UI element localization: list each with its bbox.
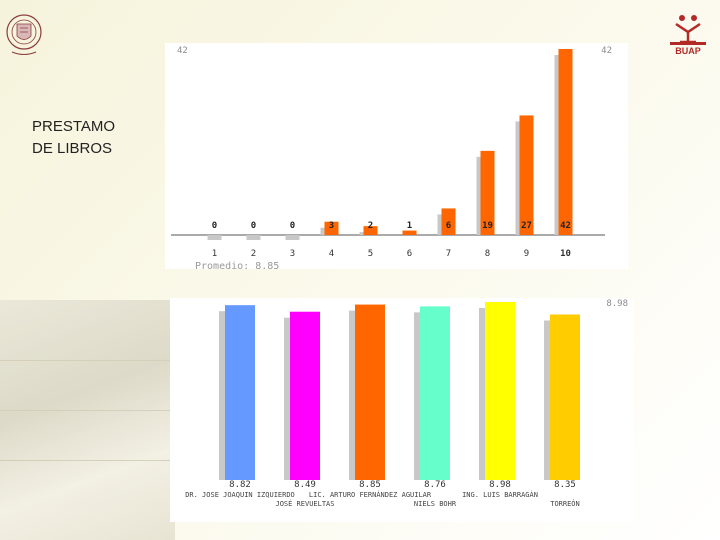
data-label: 8.49 [294,480,316,490]
bar [402,230,417,235]
data-label: 8.98 [489,480,511,490]
x-tick-label: ING. LUIS BARRAGÁN [462,490,538,499]
slide-title-line-2: DE LIBROS [32,140,113,157]
data-label: 3 [329,221,334,231]
bar [558,49,573,235]
data-label: 0 [251,221,256,231]
bar [290,311,320,480]
bar [324,221,339,235]
bar-zero [285,235,300,240]
loans-distribution-chart: 42 42 0 1 0 2 0 3 3 4 2 5 1 6 6 7 19 8 27 9 42 10 Promedio: 8.… [165,43,628,272]
bar [485,302,515,480]
data-label: 2 [368,221,373,231]
x-tick-label: 6 [407,249,412,259]
x-tick-label: DR. JOSE JOAQUIN IZQUIERDO [185,491,295,499]
bar [441,208,456,235]
average-label: Promedio: 8.85 [195,261,279,269]
y-max-label-right: 42 [601,46,612,56]
x-tick-label: 2 [251,249,256,259]
x-tick-label: TORREÓN [550,499,580,508]
y-max-label: 8.98 [606,299,628,309]
x-tick-label: 10 [560,249,571,259]
x-tick-label: JOSÉ REVUELTAS [275,499,334,508]
x-tick-label: 8 [485,249,490,259]
bar [420,306,450,480]
x-tick-label: 1 [212,249,217,259]
university-seal-logo [6,14,42,55]
data-label: 8.82 [229,480,251,490]
bar [355,304,385,480]
logo-text: BUAP [675,46,701,56]
x-tick-label: 3 [290,249,295,259]
x-tick-label: LIC. ARTURO FERNÁNDEZ AGUILAR [309,490,432,499]
bar [519,115,534,235]
x-tick-label: NIELS BOHR [414,500,457,508]
data-label: 1 [407,221,412,231]
x-tick-label: 4 [329,249,334,259]
data-label: 6 [446,221,451,231]
bar [480,150,495,235]
bar [225,305,255,480]
data-label: 0 [290,221,295,231]
y-max-label-left: 42 [177,46,188,56]
x-tick-label: 7 [446,249,451,259]
slide-title: PRESTAMO DE LIBROS [32,116,115,160]
data-label: 0 [212,221,217,231]
bar-zero [207,235,222,240]
bar-zero [246,235,261,240]
slide-title-line-1: PRESTAMO [32,118,116,135]
library-average-chart: 8.98 8.82 DR. JOSE JOAQUIN IZQUIERDO 8.49 JO… [170,298,634,522]
data-label: 42 [560,221,571,231]
x-tick-label: 5 [368,249,373,259]
data-label: 8.76 [424,480,446,490]
bar [363,226,378,235]
buap-library-logo [670,15,706,45]
bar [550,314,580,480]
data-label: 27 [521,221,532,231]
data-label: 8.35 [554,480,576,490]
x-tick-label: 9 [524,249,529,259]
data-label: 19 [482,221,493,231]
data-label: 8.85 [359,480,381,490]
book-background [0,300,175,540]
